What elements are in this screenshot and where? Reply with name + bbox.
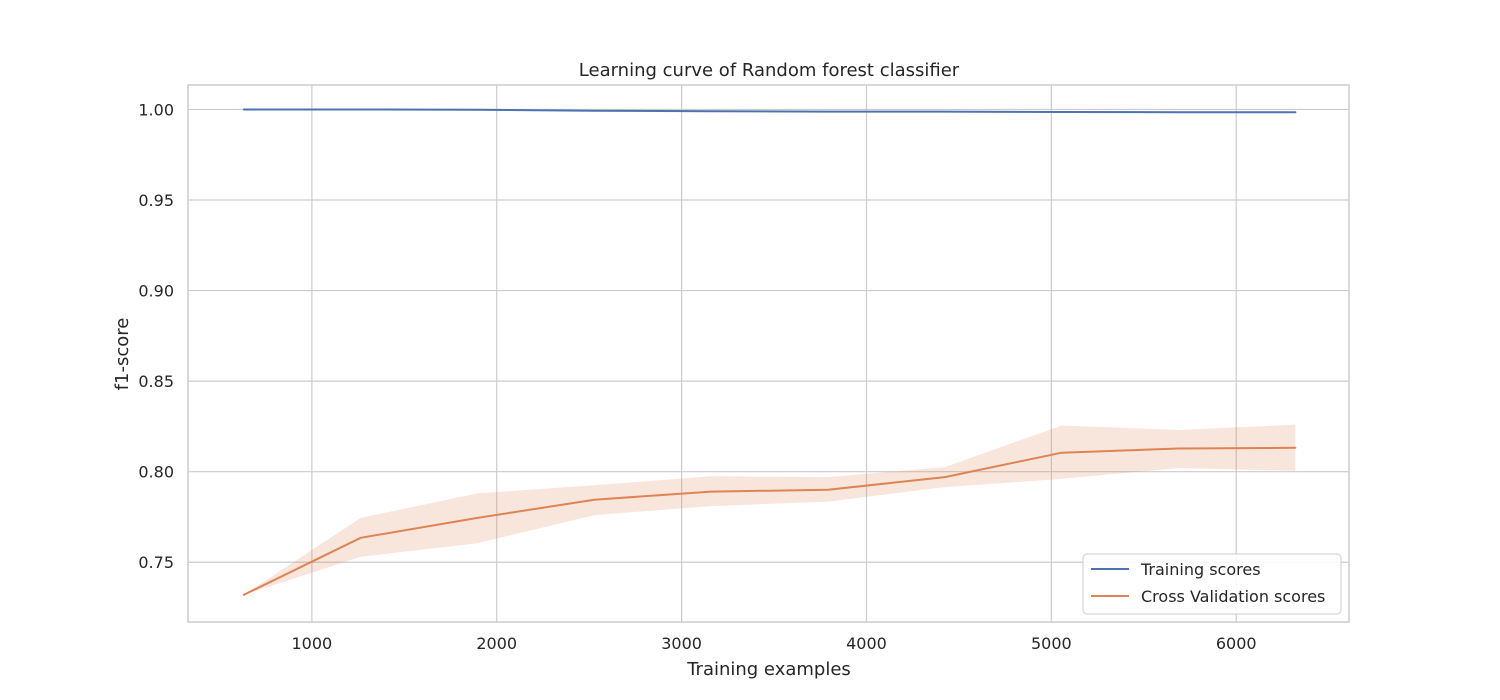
- y-tick-label: 0.85: [138, 372, 174, 391]
- legend-label-cross-validation: Cross Validation scores: [1141, 587, 1325, 606]
- x-tick-label: 3000: [661, 634, 702, 653]
- x-tick-label: 2000: [476, 634, 517, 653]
- y-tick-label: 0.75: [138, 553, 174, 572]
- x-tick-label: 4000: [846, 634, 887, 653]
- confidence-band-1: [243, 424, 1296, 595]
- series-line-1: [242, 446, 1297, 596]
- series-line-0: [242, 108, 1297, 114]
- y-tick-label: 0.95: [138, 191, 174, 210]
- x-axis-label: Training examples: [686, 659, 851, 680]
- y-tick-label: 0.80: [138, 463, 174, 482]
- y-tick-label: 0.90: [138, 282, 174, 301]
- legend: Training scores Cross Validation scores: [1082, 553, 1342, 615]
- legend-label-training: Training scores: [1140, 560, 1261, 579]
- y-axis-label: f1-score: [112, 318, 133, 391]
- y-tick-label: 1.00: [138, 100, 174, 119]
- x-tick-label: 6000: [1216, 634, 1257, 653]
- x-axis-ticks: 1000 2000 3000 4000 5000 6000: [292, 634, 1257, 653]
- legend-box: [1082, 553, 1342, 615]
- confidence-bands: [243, 109, 1296, 595]
- x-tick-label: 5000: [1031, 634, 1072, 653]
- chart-title: Learning curve of Random forest classifi…: [579, 60, 960, 81]
- x-tick-label: 1000: [292, 634, 333, 653]
- plot-area-frame: [187, 84, 1350, 623]
- series-lines: [242, 108, 1297, 596]
- y-axis-ticks: 0.75 0.80 0.85 0.90 0.95 1.00: [138, 100, 174, 572]
